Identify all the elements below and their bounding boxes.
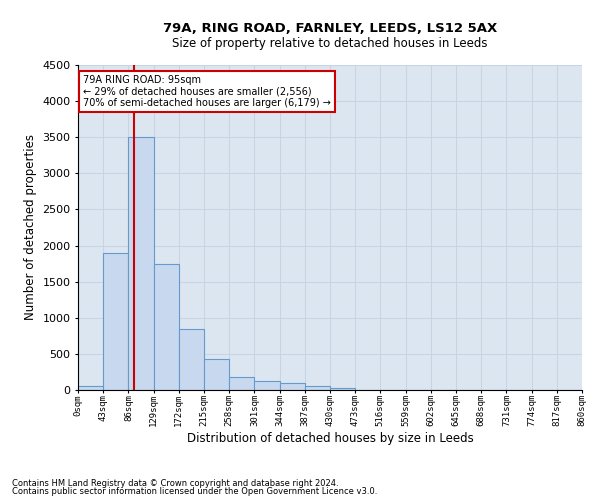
Text: 79A RING ROAD: 95sqm
← 29% of detached houses are smaller (2,556)
70% of semi-de: 79A RING ROAD: 95sqm ← 29% of detached h… (83, 74, 331, 108)
Text: 79A, RING ROAD, FARNLEY, LEEDS, LS12 5AX: 79A, RING ROAD, FARNLEY, LEEDS, LS12 5AX (163, 22, 497, 36)
Bar (154, 264, 179, 390)
Text: Size of property relative to detached houses in Leeds: Size of property relative to detached ho… (172, 38, 488, 51)
Bar (229, 377, 254, 390)
Bar (280, 383, 305, 390)
Bar (204, 359, 229, 390)
Bar (305, 386, 330, 390)
X-axis label: Distribution of detached houses by size in Leeds: Distribution of detached houses by size … (187, 432, 473, 445)
Bar (330, 388, 355, 390)
Text: Contains public sector information licensed under the Open Government Licence v3: Contains public sector information licen… (12, 487, 377, 496)
Bar (128, 137, 154, 390)
Y-axis label: Number of detached properties: Number of detached properties (23, 134, 37, 320)
Bar (103, 253, 128, 390)
Text: Contains HM Land Registry data © Crown copyright and database right 2024.: Contains HM Land Registry data © Crown c… (12, 478, 338, 488)
Bar (254, 380, 280, 390)
Bar (78, 386, 103, 390)
Bar (179, 328, 204, 390)
